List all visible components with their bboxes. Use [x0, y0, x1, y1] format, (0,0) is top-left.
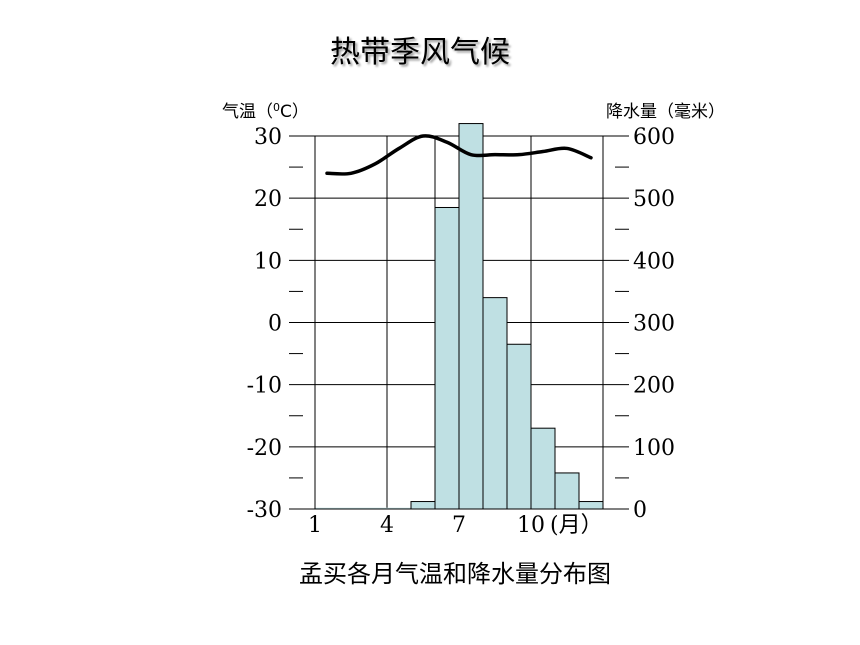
precip-bar — [315, 507, 339, 509]
precip-bar — [554, 472, 580, 510]
left-axis-label: 气温（0C） — [222, 101, 309, 122]
left-tick-label: -10 — [247, 374, 282, 399]
x-tick-label: 7 — [452, 513, 466, 538]
bar-layer — [315, 123, 604, 510]
left-tick-label: 10 — [254, 249, 282, 274]
x-tick-label: 10 — [517, 513, 545, 538]
precip-bar — [339, 507, 363, 509]
precip-bar — [482, 297, 508, 510]
left-tick-layer: 30 20 10 0 -10 -20 -30 — [247, 125, 315, 523]
right-axis-label: 降水量（毫米） — [606, 102, 725, 122]
chart-title: 热带季风气候 — [330, 35, 510, 70]
left-tick-label: 30 — [254, 125, 282, 150]
left-axis-label-tail: C） — [280, 102, 309, 122]
x-tick-layer: 1 4 7 10 — [308, 513, 545, 538]
left-tick-label: 0 — [268, 312, 282, 337]
precip-bar — [578, 501, 604, 510]
precip-bar — [434, 206, 460, 510]
precip-bar — [387, 507, 411, 509]
left-tick-label: -20 — [247, 436, 282, 461]
temperature-line — [325, 134, 593, 176]
line-layer — [325, 134, 593, 176]
right-tick-label: 200 — [633, 374, 675, 399]
precip-bar — [506, 343, 532, 510]
right-tick-layer: 600 500 400 300 200 100 0 — [603, 125, 675, 523]
right-tick-label: 100 — [633, 436, 675, 461]
left-tick-label: -30 — [247, 498, 282, 523]
left-axis-label-main: 气温（ — [222, 102, 273, 122]
precip-bar — [530, 427, 556, 510]
x-tick-label: 1 — [308, 513, 322, 538]
right-tick-label: 0 — [633, 498, 647, 523]
left-axis-label-sup: 0 — [273, 101, 280, 114]
precip-bar — [410, 501, 436, 510]
precip-bar — [458, 123, 484, 510]
right-tick-label: 600 — [633, 125, 675, 150]
right-tick-label: 400 — [633, 249, 675, 274]
precip-bar — [363, 507, 387, 509]
left-tick-label: 20 — [254, 187, 282, 212]
chart-caption: 孟买各月气温和降水量分布图 — [299, 560, 611, 588]
x-tick-label: 4 — [380, 513, 394, 538]
x-axis-unit: (月） — [550, 513, 603, 538]
right-tick-label: 300 — [633, 312, 675, 337]
right-tick-label: 500 — [633, 187, 675, 212]
